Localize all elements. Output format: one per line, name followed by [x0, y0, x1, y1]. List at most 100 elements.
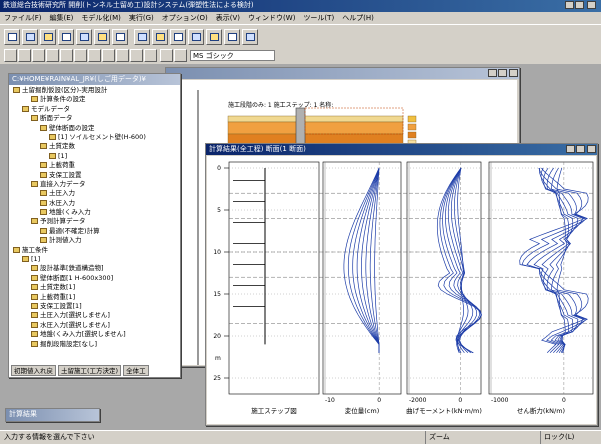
tree-item[interactable]: [1] ソイルセメント壁(H-600) — [11, 133, 176, 142]
tool-button[interactable] — [46, 49, 59, 62]
tree-item[interactable]: 土留掘削仮設(区分)-実用設計 — [11, 86, 176, 95]
menu-item[interactable]: オプション(O) — [161, 14, 208, 22]
tree-item[interactable]: 施工条件 — [11, 246, 176, 255]
tool-button[interactable] — [174, 49, 187, 62]
maximize[interactable] — [575, 1, 584, 9]
tool-button[interactable] — [4, 49, 17, 62]
tool-button[interactable] — [22, 29, 38, 45]
tree-label: モデルデータ — [31, 104, 70, 113]
tree-item[interactable]: 計測値入力 — [11, 236, 176, 245]
tree-item[interactable]: 支保工設置[1] — [11, 302, 176, 311]
app-title-bar: 鉄道総合技術研究所 開削(トンネル土留め工)設計システム(弾塑性法による検討) — [0, 0, 601, 12]
tree-item[interactable]: 最適(不確定)計算 — [11, 227, 176, 236]
tree-item[interactable]: [1] — [11, 152, 176, 161]
tree-label: 土圧入力 — [49, 189, 75, 198]
tab[interactable]: 全体工 — [123, 365, 149, 376]
tool-button[interactable] — [144, 49, 157, 62]
tree-item[interactable]: モデルデータ — [11, 105, 176, 114]
tree-label: 地盤(くみ入力[選択しません] — [40, 330, 126, 339]
tool-icon — [44, 33, 53, 41]
font-combo[interactable]: MS ゴシック — [190, 50, 275, 61]
tool-button[interactable] — [112, 29, 128, 45]
section-drawing — [197, 90, 417, 365]
tool-button[interactable] — [116, 49, 129, 62]
menu-item[interactable]: 表示(V) — [215, 14, 241, 22]
tool-button[interactable] — [40, 29, 56, 45]
tool-icon — [26, 33, 35, 41]
menu-item[interactable]: モデル化(M) — [81, 14, 121, 22]
tree-item[interactable]: 土圧入力 — [11, 189, 176, 198]
menu-item[interactable]: 実行(G) — [128, 14, 154, 22]
tree-item[interactable]: 壁体断面の設定 — [11, 124, 176, 133]
tree-item[interactable]: [1] — [11, 255, 176, 264]
close[interactable] — [587, 1, 596, 9]
tree-icon — [31, 293, 38, 300]
tool-icon — [228, 33, 237, 41]
tool-button[interactable] — [94, 29, 110, 45]
window-title: C:¥HOME¥RAIN¥AL_JR¥(しご用データ)¥ — [12, 75, 146, 83]
tool-button[interactable] — [188, 29, 204, 45]
tool-button[interactable] — [76, 29, 92, 45]
tool-button[interactable] — [88, 49, 101, 62]
tool-button[interactable] — [224, 29, 240, 45]
menu-item[interactable]: 編集(E) — [49, 14, 74, 22]
tree-item[interactable]: 掘削段階設定[なし] — [11, 340, 176, 349]
toolbar: MS ゴシック — [0, 48, 601, 64]
window-title: 計算結果(全工程) 断面(1 断面) — [209, 145, 306, 153]
tree-item[interactable]: 水圧入力[選択しません] — [11, 321, 176, 330]
menu-item[interactable]: ヘルプ(H) — [342, 14, 374, 22]
tool-button[interactable] — [32, 49, 45, 62]
tool-button[interactable] — [102, 49, 115, 62]
tool-button[interactable] — [130, 49, 143, 62]
tree-item[interactable]: 予測計算データ — [11, 217, 176, 226]
menu-item[interactable]: ウィンドウ(W) — [248, 14, 296, 22]
tree-item[interactable]: 計算条件の設定 — [11, 95, 176, 104]
panel-label: 曲げモーメント(kN·m/m) — [406, 406, 482, 415]
tree-item[interactable]: 土質定数 — [11, 142, 176, 151]
tool-button[interactable] — [74, 49, 87, 62]
tree-item[interactable]: 断面データ — [11, 114, 176, 123]
tree-label: 壁体断面[1 H-600x300] — [40, 273, 114, 282]
tool-icon — [8, 33, 17, 41]
menu-item[interactable]: ツール(T) — [303, 14, 335, 22]
tree-item[interactable]: 上載荷重 — [11, 161, 176, 170]
depth-tick-label: 25 — [213, 375, 221, 382]
tree-item[interactable]: 上載荷重[1] — [11, 293, 176, 302]
tree-item[interactable]: 設計基準[鉄道構造物] — [11, 264, 176, 273]
tool-button[interactable] — [60, 49, 73, 62]
tab[interactable]: 土留施工(工方決定) — [58, 365, 122, 376]
tool-button[interactable] — [206, 29, 222, 45]
window-title-bar — [166, 68, 519, 79]
tool-button[interactable] — [18, 49, 31, 62]
tool-button[interactable] — [160, 49, 173, 62]
tree-label: [1] — [31, 255, 41, 264]
tree-item[interactable]: 直接入力データ — [11, 180, 176, 189]
tool-button[interactable] — [134, 29, 150, 45]
displacement-curve — [343, 167, 380, 353]
tree-item[interactable]: 支保工設置 — [11, 171, 176, 180]
panel-frame — [406, 161, 482, 395]
tool-button[interactable] — [58, 29, 74, 45]
minimized-window[interactable]: 計算結果 — [5, 408, 100, 422]
minimize[interactable] — [565, 1, 574, 9]
tree-label: 土留掘削仮設(区分)-実用設計 — [22, 86, 108, 94]
tool-button[interactable] — [242, 29, 258, 45]
tool-icon — [80, 33, 89, 41]
tool-button[interactable] — [152, 29, 168, 45]
tree-icon — [40, 162, 47, 169]
menu-item[interactable]: ファイル(F) — [4, 14, 42, 22]
tree-label: 上載荷重 — [49, 161, 75, 170]
depth-tick-label: 20 — [213, 333, 221, 340]
tool-icon — [156, 33, 165, 41]
tree-item[interactable]: 地盤(くみ入力[選択しません] — [11, 330, 176, 339]
tool-button[interactable] — [4, 29, 20, 45]
tree-item[interactable]: 土圧入力[選択しません] — [11, 311, 176, 320]
tab[interactable]: 初期値入れ戻 — [11, 365, 56, 376]
tree-item[interactable]: 地盤(くみ入力 — [11, 208, 176, 217]
tool-button[interactable] — [170, 29, 186, 45]
tree-item[interactable]: 水圧入力 — [11, 199, 176, 208]
tree-icon — [40, 199, 47, 206]
tree-item[interactable]: 土質定数[1] — [11, 283, 176, 292]
tree-item[interactable]: 壁体断面[1 H-600x300] — [11, 274, 176, 283]
depth-tick-label: 0 — [217, 165, 221, 172]
